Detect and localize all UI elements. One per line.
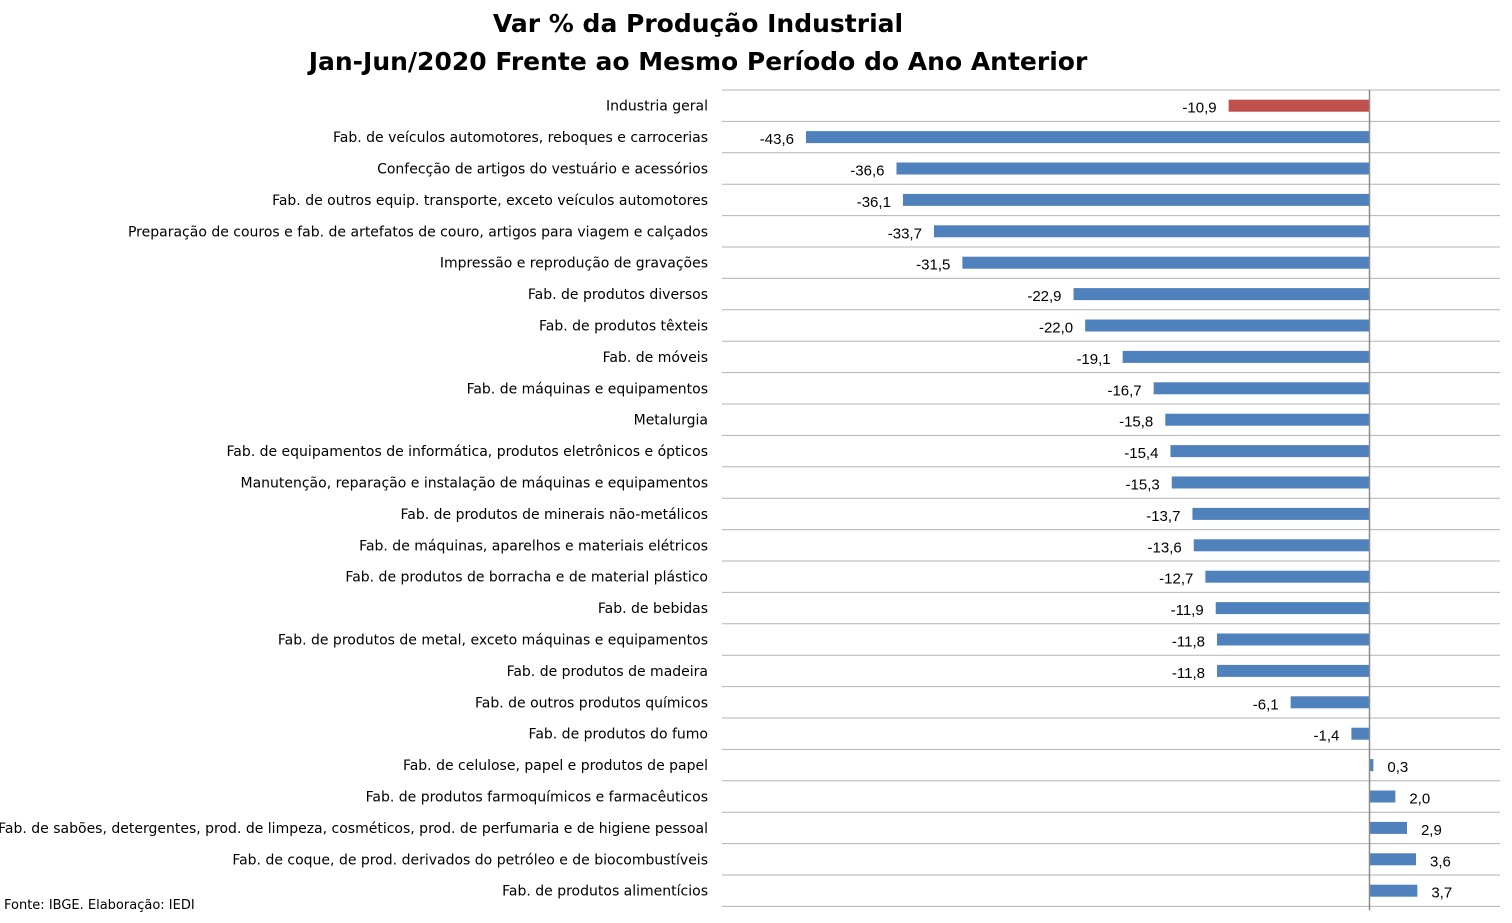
category-label: Fab. de produtos alimentícios xyxy=(502,884,708,900)
data-label: -16,7 xyxy=(1107,382,1141,399)
bars xyxy=(806,99,1418,897)
bar xyxy=(1153,382,1370,395)
bar xyxy=(806,131,1370,144)
category-label: Fab. de produtos farmoquímicos e farmacê… xyxy=(366,790,708,806)
bar xyxy=(1216,664,1370,677)
category-label: Fab. de produtos de madeira xyxy=(507,664,708,680)
bar xyxy=(1369,853,1417,866)
source-note: Fonte: IBGE. Elaboração: IEDI xyxy=(4,898,195,913)
bar xyxy=(1369,759,1374,772)
category-label: Preparação de couros e fab. de artefatos… xyxy=(128,224,708,240)
category-label: Fab. de produtos de metal, exceto máquin… xyxy=(278,633,708,649)
data-label: 3,7 xyxy=(1431,885,1452,902)
bar xyxy=(962,256,1370,269)
category-label: Fab. de outros produtos químicos xyxy=(475,695,708,711)
bar xyxy=(902,193,1370,206)
data-label: 3,6 xyxy=(1430,853,1451,870)
data-label: -10,9 xyxy=(1182,100,1216,117)
category-label: Confecção de artigos do vestuário e aces… xyxy=(377,162,708,178)
category-label: Fab. de veículos automotores, reboques e… xyxy=(333,130,708,146)
data-label: 0,3 xyxy=(1387,759,1408,776)
data-label: -15,3 xyxy=(1126,477,1160,494)
category-label: Manutenção, reparação e instalação de má… xyxy=(240,476,708,492)
data-label: -11,8 xyxy=(1172,665,1205,682)
category-label: Metalurgia xyxy=(634,413,708,429)
data-label: -43,6 xyxy=(760,131,794,148)
data-label: -11,9 xyxy=(1171,602,1204,619)
bar xyxy=(1165,413,1370,426)
data-label: -15,8 xyxy=(1119,414,1153,431)
value-labels: -10,9 -43,6 -36,6 -36,1 -33,7 -31,5 -22,9 -22,0… xyxy=(760,100,1452,902)
bar xyxy=(1170,445,1370,458)
bar xyxy=(1216,633,1370,646)
data-label: -19,1 xyxy=(1076,351,1110,368)
category-label: Fab. de sabões, detergentes, prod. de li… xyxy=(0,821,708,837)
bar xyxy=(933,225,1370,238)
category-label: Fab. de máquinas e equipamentos xyxy=(467,381,708,397)
data-label: -36,6 xyxy=(850,163,884,180)
bar xyxy=(1171,476,1370,489)
data-label: -36,1 xyxy=(857,194,891,211)
category-label: Fab. de produtos de borracha e de materi… xyxy=(345,570,708,586)
category-label: Fab. de equipamentos de informática, pro… xyxy=(226,444,708,460)
category-label: Fab. de móveis xyxy=(603,350,708,366)
bar xyxy=(1073,288,1370,301)
bar xyxy=(1369,821,1407,834)
data-label: -15,4 xyxy=(1124,445,1158,462)
bar xyxy=(1215,602,1370,615)
data-label: -13,7 xyxy=(1146,508,1180,525)
bar xyxy=(1228,99,1370,112)
data-label: -13,6 xyxy=(1148,539,1182,556)
data-label: -22,9 xyxy=(1027,288,1061,305)
data-label: -1,4 xyxy=(1314,728,1340,745)
category-label: Fab. de celulose, papel e produtos de pa… xyxy=(403,758,708,774)
data-label: -31,5 xyxy=(916,257,950,274)
category-label: Fab. de produtos do fumo xyxy=(529,727,708,743)
data-label: -22,0 xyxy=(1039,320,1073,337)
bar xyxy=(1351,727,1370,740)
bar xyxy=(1369,790,1396,803)
bar xyxy=(1085,319,1370,332)
category-label: Fab. de produtos de minerais não-metálic… xyxy=(401,507,708,523)
category-label: Fab. de coque, de prod. derivados do pet… xyxy=(232,852,708,868)
category-labels: Industria geral Fab. de veículos automoto… xyxy=(0,99,708,900)
bar xyxy=(1193,539,1370,552)
bar xyxy=(1290,696,1370,709)
data-label: -12,7 xyxy=(1159,571,1193,588)
category-label: Fab. de produtos têxteis xyxy=(539,319,708,335)
category-label: Fab. de máquinas, aparelhos e materiais … xyxy=(359,538,708,554)
data-label: -6,1 xyxy=(1253,696,1279,713)
bar xyxy=(1369,884,1418,897)
bar xyxy=(896,162,1370,175)
category-label: Fab. de outros equip. transporte, exceto… xyxy=(272,193,708,209)
category-label: Impressão e reprodução de gravações xyxy=(440,256,708,272)
bar xyxy=(1122,350,1370,363)
bar xyxy=(1192,507,1370,520)
category-label: Fab. de produtos diversos xyxy=(528,287,708,303)
gridlines xyxy=(722,89,1500,907)
chart-title-line1: Var % da Produção Industrial xyxy=(493,9,903,38)
chart-title-line2: Jan-Jun/2020 Frente ao Mesmo Período do … xyxy=(307,47,1088,76)
category-label: Industria geral xyxy=(606,99,708,115)
category-label: Fab. de bebidas xyxy=(598,601,708,617)
data-label: 2,9 xyxy=(1421,822,1442,839)
data-label: -33,7 xyxy=(888,225,922,242)
data-label: 2,0 xyxy=(1409,791,1430,808)
bar xyxy=(1205,570,1370,583)
data-label: -11,8 xyxy=(1172,634,1205,651)
